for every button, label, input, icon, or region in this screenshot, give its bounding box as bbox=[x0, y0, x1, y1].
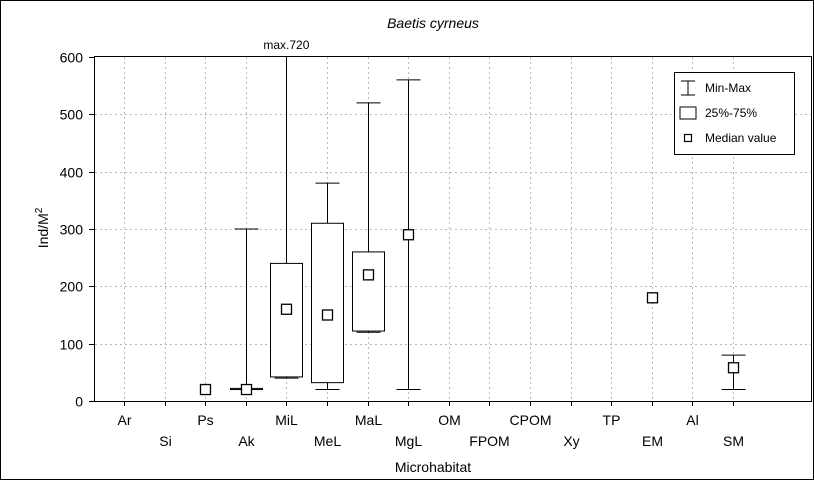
x-tick-label: MeL bbox=[314, 433, 341, 449]
x-tick-label: MiL bbox=[275, 412, 298, 428]
x-tick-label: OM bbox=[438, 412, 461, 428]
y-tick-label: 400 bbox=[60, 165, 84, 181]
box-mel bbox=[311, 182, 344, 391]
y-tick-label: 200 bbox=[60, 279, 84, 295]
legend-median-symbol bbox=[683, 133, 693, 143]
box-iqr bbox=[270, 262, 303, 378]
legend: Min-Max 25%-75% Median value bbox=[674, 72, 795, 155]
y-axis-label-superscript: 2 bbox=[34, 207, 45, 213]
box-em bbox=[646, 292, 659, 304]
median-marker bbox=[362, 269, 375, 281]
y-tick-label: 100 bbox=[60, 337, 84, 353]
box-iqr bbox=[311, 222, 344, 384]
median-marker bbox=[240, 383, 253, 396]
chart-title: Baetis cyrneus bbox=[387, 15, 479, 31]
x-tick-label: MaL bbox=[355, 412, 382, 428]
box-iqr bbox=[352, 251, 385, 332]
y-tick-label: 300 bbox=[60, 222, 84, 238]
x-tick-label: MgL bbox=[395, 433, 422, 449]
median-marker bbox=[199, 383, 212, 396]
median-marker bbox=[280, 303, 293, 315]
median-marker bbox=[646, 292, 659, 304]
legend-label: Median value bbox=[705, 131, 777, 145]
annotation-label: max.720 bbox=[263, 38, 309, 52]
box-mil bbox=[270, 57, 303, 379]
legend-label: 25%-75% bbox=[705, 106, 757, 120]
x-tick-label: Xy bbox=[563, 433, 579, 449]
median-marker bbox=[727, 362, 740, 374]
x-tick-label: TP bbox=[603, 412, 621, 428]
x-tick-label: SM bbox=[723, 433, 744, 449]
boxes-layer bbox=[199, 57, 746, 396]
box-mgl bbox=[396, 79, 421, 391]
median-marker bbox=[321, 309, 334, 321]
x-axis-label: Microhabitat bbox=[395, 459, 471, 475]
median-marker bbox=[402, 229, 415, 241]
y-axis-label-text: Ind/M bbox=[35, 213, 51, 248]
annotation-layer: max.720 bbox=[263, 38, 309, 52]
x-tick-label: CPOM bbox=[510, 412, 552, 428]
x-tick-label: EM bbox=[642, 433, 663, 449]
y-tick-label: 0 bbox=[75, 394, 83, 410]
x-tick-label: Ar bbox=[118, 412, 132, 428]
x-tick-label: FPOM bbox=[469, 433, 509, 449]
box-mal bbox=[352, 102, 385, 333]
x-tick-label: Ps bbox=[197, 412, 213, 428]
box-ak bbox=[230, 228, 263, 396]
plot-frame bbox=[94, 56, 812, 402]
x-tick-label: Ak bbox=[238, 433, 255, 449]
y-tick-label: 500 bbox=[60, 107, 84, 123]
x-tick-label: Si bbox=[159, 433, 171, 449]
x-tick-label: Al bbox=[686, 412, 698, 428]
box-sm bbox=[721, 354, 746, 391]
box-ps bbox=[199, 383, 212, 396]
y-axis-label: Ind/M2 bbox=[34, 207, 51, 248]
grid-layer bbox=[95, 57, 812, 401]
legend-label: Min-Max bbox=[705, 81, 751, 95]
y-tick-label: 600 bbox=[60, 50, 84, 66]
y-axis: 0 100 200 300 400 500 600 bbox=[60, 50, 95, 410]
legend-box-symbol bbox=[679, 106, 697, 120]
